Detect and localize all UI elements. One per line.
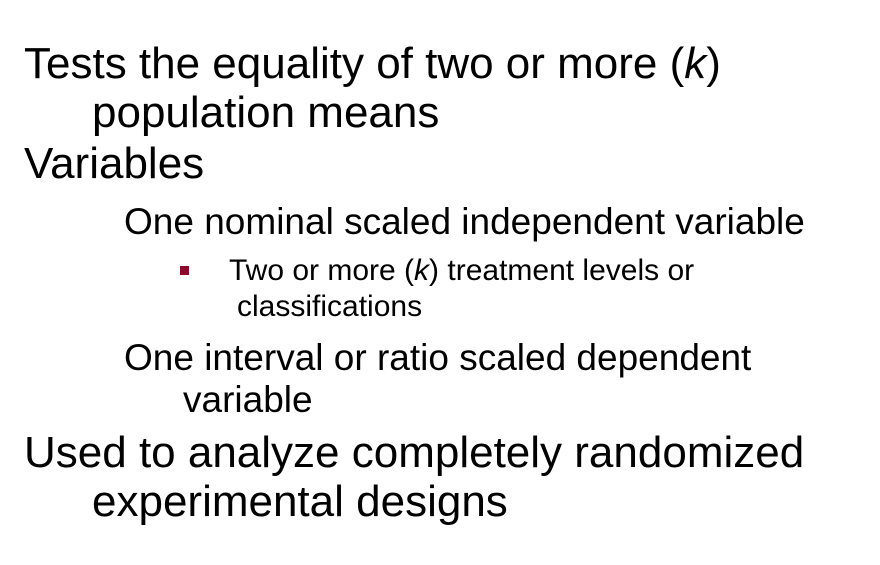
bullet-tests-equality-line-1: Tests the equality of two or more (k) xyxy=(24,42,721,86)
square-bullet-icon xyxy=(180,266,189,275)
bullet-used-to-analyze-line-1: Used to analyze completely randomized xyxy=(24,428,805,477)
italic-k: k xyxy=(684,39,707,88)
sub-bullet-dependent-variable-line-2: variable xyxy=(183,379,313,420)
italic-k: k xyxy=(414,254,430,287)
bullet-text: Two or more ( xyxy=(229,254,415,287)
bullet-variables: Variables xyxy=(24,139,205,188)
bullet-used-to-analyze-line-2: experimental designs xyxy=(92,477,508,526)
bullet-text: ) treatment levels or xyxy=(429,254,695,287)
bullet-text: ) xyxy=(706,39,721,88)
sub-sub-bullet-treatment-levels-line-1: Two or more (k) treatment levels or xyxy=(229,256,694,286)
sub-bullet-dependent-variable-line-1: One interval or ratio scaled dependent xyxy=(124,337,752,378)
sub-sub-bullet-treatment-levels-line-2: classifications xyxy=(237,290,423,323)
sub-bullet-nominal-variable: One nominal scaled independent variable xyxy=(124,201,805,242)
bullet-text: Tests the equality of two or more ( xyxy=(24,39,685,88)
bullet-tests-equality-line-2: population means xyxy=(92,88,440,137)
